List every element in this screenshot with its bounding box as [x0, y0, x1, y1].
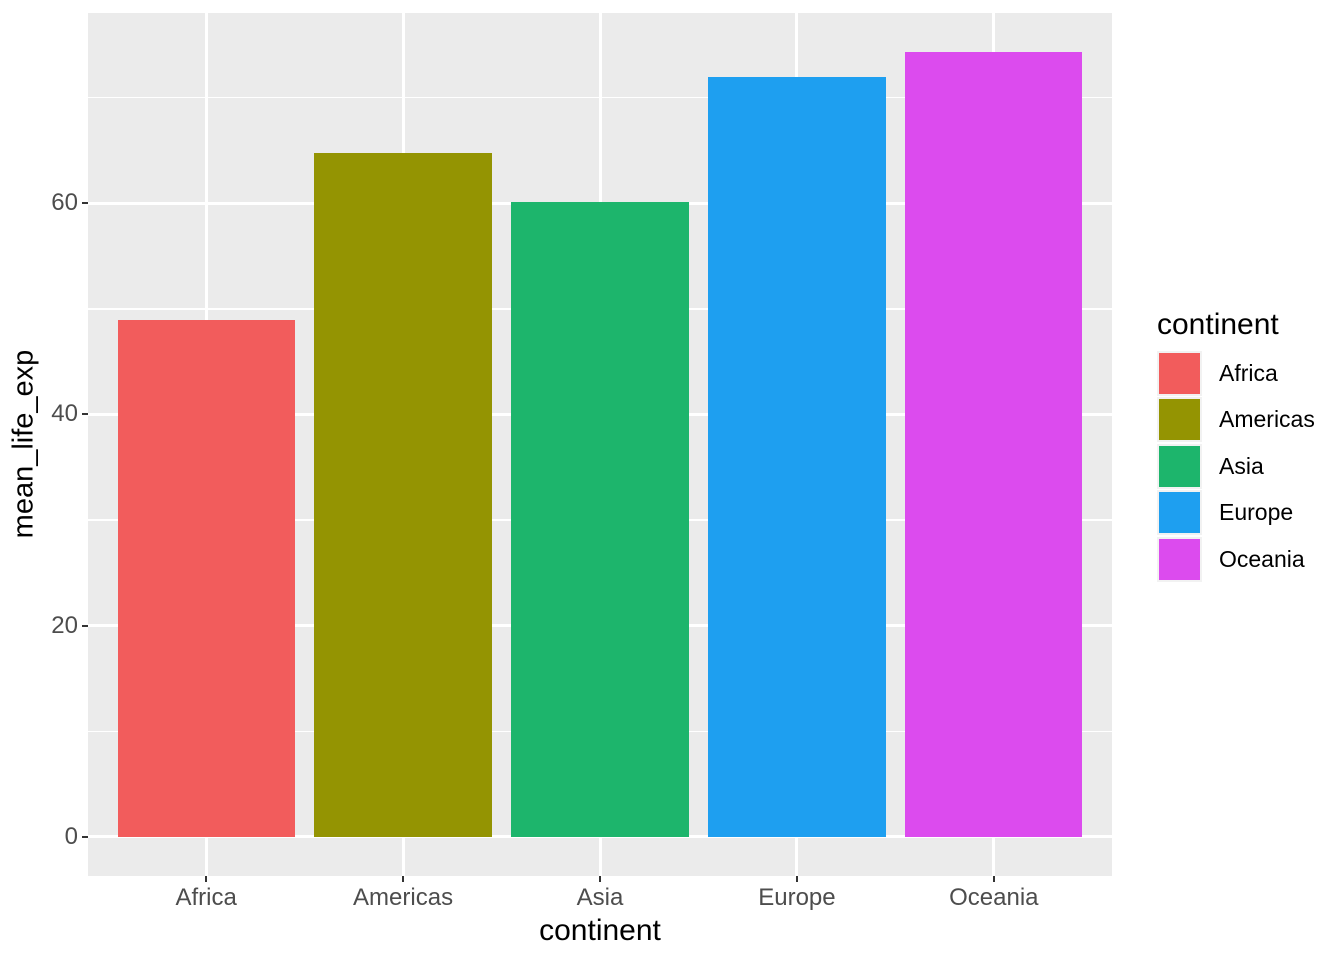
- legend-label: Asia: [1219, 452, 1264, 479]
- legend-swatch-asia: [1157, 443, 1202, 489]
- y-axis-tick-label: 40: [51, 400, 78, 428]
- legend-item-oceania: Oceania: [1157, 536, 1315, 582]
- legend-title: continent: [1157, 308, 1279, 341]
- y-axis-tick-label: 0: [64, 822, 78, 850]
- y-axis-tick-label: 20: [51, 611, 78, 639]
- legend-swatch-oceania: [1157, 536, 1202, 582]
- x-axis-tick: [599, 876, 601, 882]
- y-axis-tick: [82, 835, 88, 838]
- legend-item-europe: Europe: [1157, 490, 1315, 536]
- x-axis-tick: [402, 876, 405, 882]
- legend-item-asia: Asia: [1157, 443, 1315, 489]
- y-axis-tick: [82, 202, 88, 205]
- legend-label: Africa: [1219, 360, 1278, 386]
- legend-label: Oceania: [1219, 545, 1305, 572]
- x-axis-tick-label: Americas: [353, 884, 454, 911]
- x-axis-tick-label: Asia: [576, 884, 624, 911]
- x-axis-tick: [795, 876, 798, 882]
- x-axis-tick: [992, 876, 995, 882]
- legend-swatch-africa: [1157, 351, 1202, 396]
- x-axis-tick-label: Africa: [175, 884, 237, 911]
- y-axis-tick: [82, 413, 88, 416]
- legend-swatch-europe: [1157, 490, 1202, 536]
- x-axis-tick: [205, 876, 208, 882]
- x-axis-tick-label: Europe: [758, 884, 836, 911]
- bar-europe: [708, 77, 886, 837]
- x-axis-tick-label: Oceania: [949, 884, 1039, 911]
- y-axis-tick: [82, 624, 88, 627]
- plot-panel: [88, 13, 1112, 876]
- bar-oceania: [905, 52, 1083, 837]
- y-axis-title: mean_life_exp: [7, 349, 40, 539]
- legend-label: Americas: [1219, 406, 1315, 433]
- legend: continent Africa Americas Asia Europe Oc…: [1157, 308, 1315, 583]
- legend-label: Europe: [1219, 499, 1294, 526]
- legend-item-americas: Americas: [1157, 397, 1315, 443]
- bar-africa: [117, 320, 295, 837]
- legend-swatch-americas: [1157, 397, 1202, 443]
- bar-asia: [511, 202, 689, 837]
- x-axis-title: continent: [539, 914, 661, 947]
- y-axis-tick-label: 60: [51, 189, 78, 217]
- bar-americas: [314, 153, 492, 837]
- legend-item-africa: Africa: [1157, 351, 1315, 396]
